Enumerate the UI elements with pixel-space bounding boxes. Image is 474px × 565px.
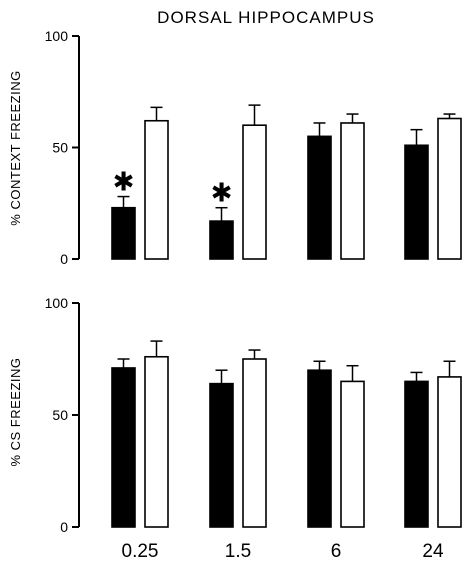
open-bar-1.5	[242, 358, 267, 528]
x-tick-label: 0.25	[122, 541, 159, 562]
significance-asterisk: ✱	[211, 179, 233, 209]
open-bar-1.5	[242, 124, 267, 260]
y-tick-label: 100	[45, 28, 69, 44]
context-y-axis-label: % CONTEXT FREEZING	[8, 70, 23, 225]
y-tick-label: 50	[52, 140, 68, 156]
open-bar-24	[437, 376, 462, 528]
y-tick-label: 0	[60, 519, 68, 535]
filled-bar-6	[307, 135, 332, 260]
filled-bar-24	[404, 144, 429, 260]
y-tick-label: 100	[45, 295, 69, 311]
y-tick-label: 0	[60, 251, 68, 267]
cs-freezing-panel: % CS FREEZING 0 50 100	[8, 295, 462, 535]
context-freezing-panel: % CONTEXT FREEZING 0 50 100 ✱ ✱	[8, 28, 462, 267]
x-tick-label: 24	[422, 541, 444, 562]
filled-bar-0.25	[111, 367, 136, 528]
filled-bar-24	[404, 380, 429, 528]
figure-title: DORSAL HIPPOCAMPUS	[157, 8, 375, 27]
open-bar-6	[340, 122, 365, 260]
open-bar-0.25	[144, 119, 169, 260]
filled-bar-0.25	[111, 206, 136, 260]
cs-y-axis-label: % CS FREEZING	[8, 357, 23, 466]
open-bar-24	[437, 117, 462, 260]
filled-bar-1.5	[209, 220, 234, 260]
x-tick-label: 6	[331, 541, 342, 562]
open-bar-0.25	[144, 355, 169, 528]
x-tick-labels: 0.25 1.5 6 24	[122, 541, 444, 562]
filled-bar-1.5	[209, 382, 234, 528]
x-tick-label: 1.5	[225, 541, 251, 562]
significance-asterisk: ✱	[113, 168, 135, 198]
y-tick-label: 50	[52, 407, 68, 423]
open-bar-6	[340, 380, 365, 528]
filled-bar-6	[307, 369, 332, 528]
